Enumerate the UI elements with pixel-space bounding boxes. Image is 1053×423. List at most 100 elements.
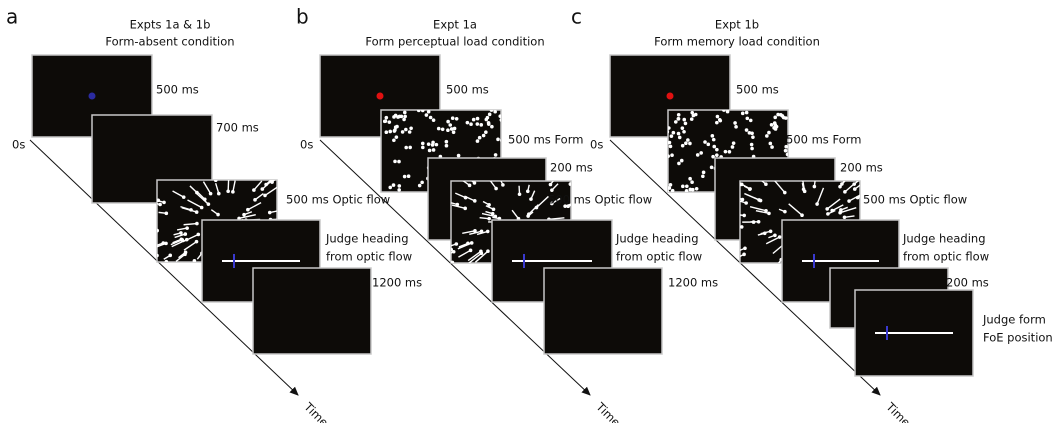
flow-streak	[740, 247, 746, 252]
flow-dot	[252, 188, 256, 192]
form-dot	[670, 188, 675, 192]
frame-label: 200 ms	[550, 161, 593, 175]
flow-streak	[740, 200, 747, 204]
flow-dot	[751, 220, 756, 224]
flow-dot	[740, 197, 745, 202]
flow-streak	[816, 187, 825, 205]
flow-dot	[164, 211, 169, 216]
form-dot	[670, 153, 674, 158]
form-dot	[767, 130, 771, 135]
flow-dot	[472, 181, 477, 185]
flow-dot	[764, 208, 768, 213]
form-dot	[689, 117, 694, 121]
form-dot	[500, 138, 501, 142]
form-dot	[397, 159, 401, 164]
flow-dot	[194, 239, 199, 244]
form-dot	[695, 153, 700, 157]
flow-dot	[473, 229, 477, 233]
form-dot	[686, 138, 690, 142]
form-dot	[416, 110, 421, 113]
flow-streak	[192, 260, 195, 262]
flow-dot	[168, 253, 173, 258]
form-dot	[475, 122, 480, 126]
frame-label: 500 ms	[156, 83, 199, 97]
flow-dot	[467, 183, 472, 188]
form-dot	[406, 174, 411, 179]
form-dot	[744, 128, 749, 132]
flow-dot	[838, 210, 842, 215]
panel-letter: a	[6, 5, 18, 29]
flow-dot	[263, 193, 267, 198]
form-dot	[733, 121, 737, 125]
form-dot	[769, 122, 774, 127]
form-dot	[431, 140, 435, 145]
flow-dot	[843, 190, 847, 194]
start-label: 0s	[12, 138, 25, 152]
form-dot	[479, 123, 484, 127]
form-dot	[776, 112, 780, 117]
form-dot	[668, 144, 673, 149]
form-dot	[668, 130, 670, 134]
flow-dot	[782, 190, 787, 195]
form-dot	[484, 130, 488, 134]
form-dot	[734, 125, 738, 129]
flow-streak	[802, 181, 806, 192]
form-dot	[668, 186, 672, 190]
flow-dot	[246, 207, 250, 212]
form-dot	[773, 127, 778, 131]
axis-label: Time	[593, 399, 624, 423]
panel-letter: c	[571, 5, 582, 29]
flow-streak	[500, 181, 504, 186]
form-dot	[454, 116, 459, 121]
form-dot	[402, 174, 407, 179]
flow-streak	[740, 253, 745, 258]
form-dot	[682, 129, 686, 134]
form-dot	[496, 137, 500, 142]
flow-dot	[783, 209, 787, 214]
flow-streak	[451, 251, 454, 254]
flow-dot	[260, 187, 265, 191]
flow-streak	[481, 212, 496, 218]
form-dot	[749, 142, 754, 147]
flow-streak	[183, 241, 197, 251]
flow-streak	[773, 181, 786, 193]
form-dot	[440, 127, 445, 132]
flow-dot	[550, 201, 554, 206]
flow-dot	[815, 202, 819, 206]
form-dot	[671, 193, 675, 197]
time-axis	[609, 139, 881, 396]
flow-streak	[451, 249, 452, 251]
form-dot	[680, 126, 685, 130]
form-dot	[680, 143, 685, 148]
form-dot	[392, 138, 396, 143]
flow-streak	[269, 210, 277, 214]
frame-label: 500 ms Optic flow	[286, 193, 390, 207]
form-dot	[730, 145, 735, 149]
panel-title: Form memory load condition	[654, 35, 820, 49]
form-dot	[693, 112, 698, 117]
form-dot	[783, 148, 788, 153]
form-dot	[394, 135, 399, 139]
form-dot	[444, 139, 449, 144]
form-dot	[498, 114, 501, 118]
form-dot	[436, 126, 441, 131]
flow-dot	[183, 232, 188, 236]
form-dot	[717, 117, 722, 122]
flow-streak	[271, 180, 276, 183]
flow-streak	[788, 203, 803, 216]
form-dot	[722, 110, 726, 112]
form-dot	[688, 141, 692, 146]
axis-label: Time	[883, 399, 914, 423]
form-dot	[489, 110, 494, 112]
form-dot	[485, 115, 490, 120]
flow-streak	[214, 182, 220, 194]
flow-streak	[261, 180, 274, 190]
form-dot	[420, 141, 425, 146]
flow-dot	[479, 251, 484, 256]
form-dot	[446, 119, 450, 124]
frame-label: 700 ms	[216, 121, 259, 135]
flow-streak	[196, 191, 206, 200]
flow-streak	[172, 190, 185, 198]
form-dot	[397, 184, 402, 188]
flow-dot	[568, 182, 571, 186]
